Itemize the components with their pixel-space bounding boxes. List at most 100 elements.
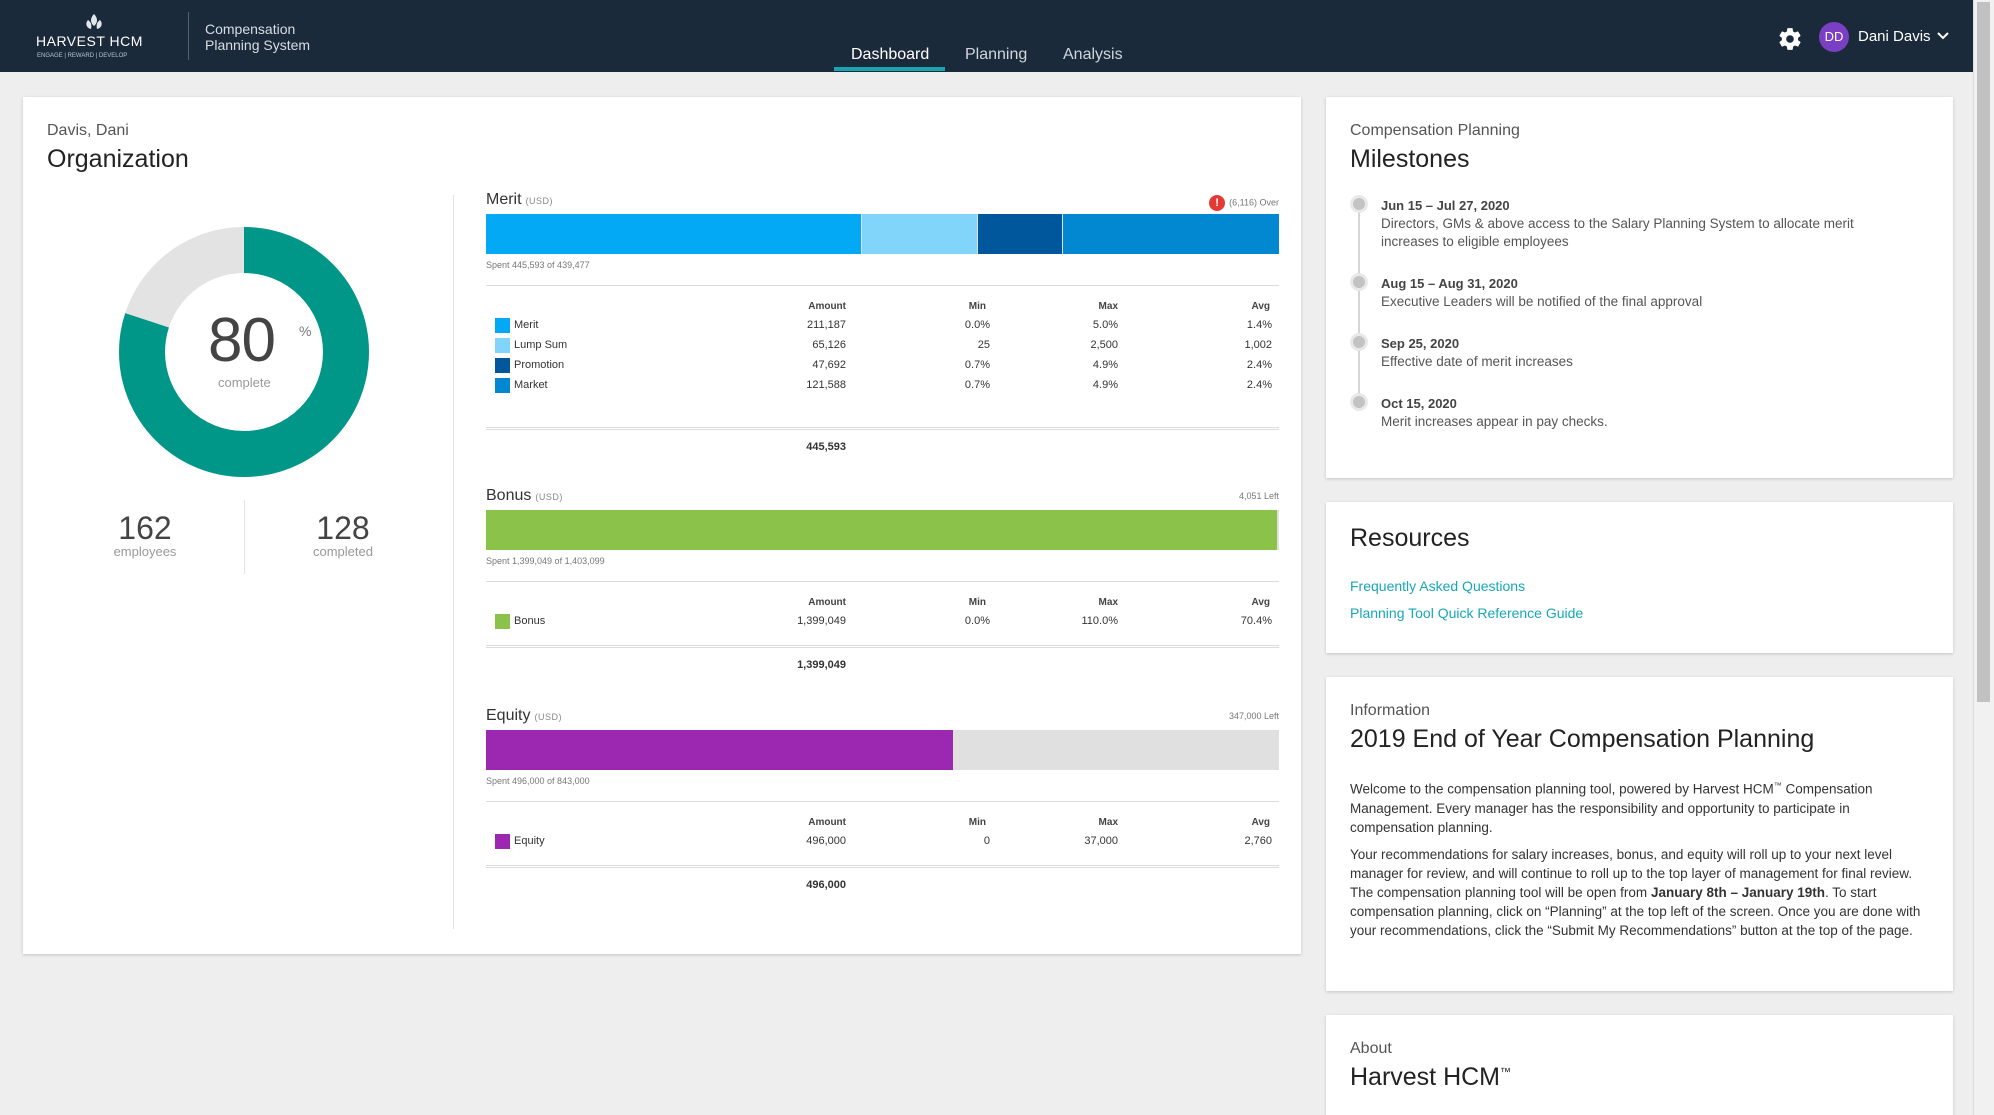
information-eyebrow: Information	[1350, 702, 1431, 719]
harvest-hcm-logo[interactable]: HARVEST HCM ENGAGE | REWARD | DEVELOP	[36, 12, 160, 62]
milestones-timeline	[1358, 205, 1360, 409]
bonus-row-label: Bonus	[514, 615, 546, 627]
logo-text: HARVEST HCM	[36, 33, 143, 49]
milestone-description: Effective date of merit increases	[1381, 354, 1573, 369]
bonus-col-amount: Amount	[808, 597, 846, 608]
equity-col-avg: Avg	[1251, 817, 1270, 828]
merit-bar-segment-promotion	[977, 214, 1062, 254]
bonus-spent-fill	[486, 510, 1277, 550]
merit-row-amount: 121,588	[806, 379, 846, 391]
avatar[interactable]: DD	[1819, 22, 1849, 52]
completion-label: complete	[218, 375, 271, 390]
user-menu-name[interactable]: Dani Davis	[1858, 28, 1931, 45]
bonus-title: Bonus (USD)	[486, 487, 563, 504]
merit-row-min: 0.7%	[964, 359, 990, 371]
about-card: About Harvest HCM™	[1326, 1015, 1953, 1115]
merit-legend-swatch	[495, 338, 510, 353]
merit-row-label: Promotion	[514, 359, 565, 371]
top-nav-bar: HARVEST HCM ENGAGE | REWARD | DEVELOP Co…	[0, 0, 1973, 72]
merit-status: ! (6,116) Over	[1209, 195, 1279, 211]
milestones-card: Compensation Planning Milestones Jun 15 …	[1326, 97, 1953, 478]
merit-title: Merit (USD)	[486, 191, 554, 208]
equity-col-min: Min	[968, 817, 986, 828]
milestone-date: Sep 25, 2020	[1381, 336, 1460, 351]
completion-percent: 80	[208, 306, 276, 375]
merit-row-avg: 1.4%	[1246, 319, 1272, 331]
equity-row-label: Equity	[514, 835, 545, 847]
equity-total-divider	[486, 865, 1279, 868]
stat-divider	[244, 500, 245, 574]
resources-card: Resources Frequently Asked Questions Pla…	[1326, 502, 1953, 653]
merit-row-label: Merit	[514, 319, 539, 331]
equity-section: Equity (USD) 347,000 Left Spent 496,000 o…	[486, 707, 1279, 891]
bonus-budget-bar	[486, 510, 1279, 550]
app-title-line1: Compensation	[205, 21, 296, 37]
merit-row-max: 4.9%	[1092, 359, 1118, 371]
merit-row-avg: 1,002	[1244, 339, 1272, 351]
milestone-description: Executive Leaders will be notified of th…	[1381, 294, 1703, 309]
milestone-description: Directors, GMs & above access to the Sal…	[1381, 216, 1854, 249]
merit-row-label: Market	[514, 379, 548, 391]
tab-dashboard[interactable]: Dashboard	[851, 46, 930, 63]
employees-label: employees	[113, 544, 177, 559]
merit-row-max: 2,500	[1090, 339, 1118, 351]
app-title-line2: Planning System	[205, 37, 311, 53]
tab-planning[interactable]: Planning	[965, 46, 1028, 63]
merit-col-avg: Avg	[1251, 301, 1270, 312]
about-title: Harvest HCM™	[1350, 1063, 1512, 1091]
merit-bar-segment-market	[1062, 214, 1279, 254]
bonus-row-max: 110.0%	[1081, 615, 1119, 627]
merit-row-amount: 211,187	[807, 319, 846, 331]
merit-spent: Spent 445,593 of 439,477	[486, 260, 590, 270]
merit-row-label: Lump Sum	[514, 339, 568, 351]
tab-analysis[interactable]: Analysis	[1063, 46, 1123, 63]
information-title: 2019 End of Year Compensation Planning	[1350, 725, 1815, 753]
milestone-date: Oct 15, 2020	[1381, 396, 1457, 411]
merit-row-amount: 47,692	[812, 359, 846, 371]
merit-total: 445,593	[806, 441, 846, 453]
bonus-row-min: 0.0%	[964, 615, 990, 627]
bonus-col-avg: Avg	[1251, 597, 1270, 608]
equity-col-amount: Amount	[808, 817, 846, 828]
milestone-dot	[1350, 393, 1368, 411]
information-paragraph-1: Welcome to the compensation planning too…	[1350, 781, 1873, 835]
information-paragraph-2: Your recommendations for salary increase…	[1350, 847, 1921, 938]
merit-legend-swatch	[495, 378, 510, 393]
equity-title: Equity (USD)	[486, 707, 562, 724]
equity-spent-fill	[486, 730, 953, 770]
milestone-description: Merit increases appear in pay checks.	[1381, 414, 1608, 429]
equity-legend-swatch	[495, 834, 510, 849]
equity-spent: Spent 496,000 of 843,000	[486, 776, 590, 786]
merit-row-avg: 2.4%	[1246, 379, 1272, 391]
bonus-table-divider	[486, 581, 1279, 582]
milestone-dot	[1350, 273, 1368, 291]
chevron-down-icon[interactable]	[1937, 31, 1949, 41]
scrollbar-thumb[interactable]	[1977, 2, 1990, 702]
merit-col-min: Min	[968, 301, 986, 312]
merit-row-amount: 65,126	[812, 339, 846, 351]
bonus-total-divider	[486, 645, 1279, 648]
merit-section: Merit (USD) ! (6,116) Over Spent 445,593 o…	[486, 191, 1279, 461]
quick-reference-guide-link[interactable]: Planning Tool Quick Reference Guide	[1350, 605, 1584, 621]
equity-table-divider	[486, 801, 1279, 802]
org-title: Organization	[47, 145, 189, 173]
about-eyebrow: About	[1350, 1040, 1392, 1057]
bonus-row-avg: 70.4%	[1240, 615, 1272, 627]
merit-col-max: Max	[1098, 301, 1118, 312]
resources-title: Resources	[1350, 524, 1470, 552]
equity-budget-bar	[486, 730, 1279, 770]
milestone-date: Aug 15 – Aug 31, 2020	[1381, 276, 1518, 291]
logo-divider	[188, 12, 189, 60]
bonus-total: 1,399,049	[797, 659, 846, 671]
completion-donut	[119, 227, 369, 477]
merit-legend-swatch	[495, 358, 510, 373]
milestones-eyebrow: Compensation Planning	[1350, 122, 1520, 139]
gear-icon[interactable]	[1777, 26, 1803, 52]
employees-count: 162	[118, 510, 172, 546]
completed-label: completed	[313, 544, 373, 559]
column-divider	[453, 195, 454, 929]
equity-row-max: 37,000	[1084, 835, 1118, 847]
merit-total-divider	[486, 427, 1279, 430]
faq-link[interactable]: Frequently Asked Questions	[1350, 578, 1526, 594]
bonus-col-min: Min	[968, 597, 986, 608]
